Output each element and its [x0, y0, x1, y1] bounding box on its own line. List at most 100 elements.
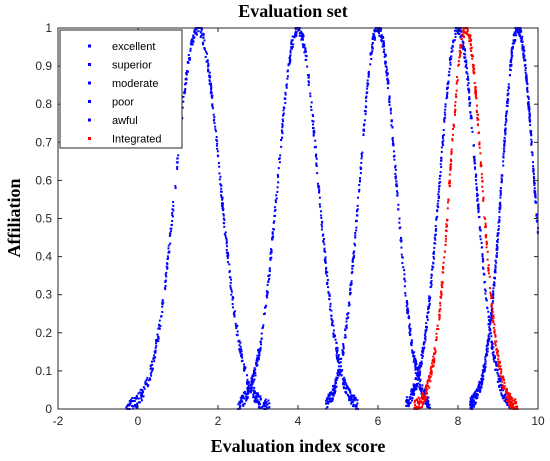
data-point	[522, 52, 525, 55]
data-point	[495, 261, 498, 264]
data-point	[424, 338, 427, 341]
data-point	[301, 33, 304, 36]
data-point	[450, 50, 453, 53]
data-point	[505, 117, 508, 120]
data-point	[326, 281, 329, 284]
data-point	[401, 256, 404, 259]
data-point	[471, 403, 474, 406]
data-point	[436, 210, 439, 213]
data-point	[434, 229, 437, 232]
data-point	[467, 88, 470, 91]
data-point	[328, 294, 331, 297]
data-point	[165, 271, 168, 274]
data-point	[202, 36, 205, 39]
data-point	[341, 369, 344, 372]
data-point	[502, 156, 505, 159]
data-point	[443, 256, 446, 259]
data-point	[271, 237, 274, 240]
data-point	[512, 399, 515, 402]
data-point	[213, 118, 216, 121]
data-point	[413, 393, 416, 396]
data-point	[458, 32, 461, 35]
data-point	[294, 32, 297, 35]
data-point	[468, 37, 471, 40]
data-point	[414, 366, 417, 369]
data-point	[494, 333, 497, 336]
data-point	[257, 357, 260, 360]
data-point	[351, 270, 354, 273]
data-point	[459, 55, 462, 58]
data-point	[499, 375, 502, 378]
data-point	[500, 179, 503, 182]
data-point	[494, 259, 497, 262]
data-point	[262, 324, 265, 327]
data-point	[134, 396, 137, 399]
data-point	[241, 394, 244, 397]
data-point	[338, 373, 341, 376]
data-point	[534, 193, 537, 196]
data-point	[505, 387, 508, 390]
data-point	[153, 360, 156, 363]
data-point	[499, 201, 502, 204]
data-point	[414, 368, 417, 371]
data-point	[149, 367, 152, 370]
data-point	[470, 49, 473, 52]
data-point	[486, 344, 489, 347]
data-point	[192, 40, 195, 43]
data-point	[451, 139, 454, 142]
data-point	[403, 269, 406, 272]
data-point	[247, 387, 250, 390]
data-point	[479, 388, 482, 391]
data-point	[210, 86, 213, 89]
data-point	[247, 384, 250, 387]
data-point	[414, 372, 417, 375]
data-point	[359, 166, 362, 169]
data-point	[488, 327, 491, 330]
data-point	[355, 210, 358, 213]
data-point	[328, 308, 331, 311]
data-point	[458, 29, 461, 32]
data-point	[462, 44, 465, 47]
x-tick-label: 2	[215, 414, 222, 428]
data-point	[479, 165, 482, 168]
data-point	[439, 181, 442, 184]
data-point	[311, 119, 314, 122]
data-point	[293, 34, 296, 37]
data-point	[431, 365, 434, 368]
data-point	[370, 52, 373, 55]
data-point	[279, 154, 282, 157]
data-point	[442, 129, 445, 132]
data-point	[200, 27, 203, 30]
data-point	[446, 201, 449, 204]
data-point	[506, 396, 509, 399]
data-point	[531, 161, 534, 164]
data-point	[484, 289, 487, 292]
data-point	[356, 399, 359, 402]
data-point	[491, 307, 494, 310]
data-point	[476, 189, 479, 192]
data-point	[339, 368, 342, 371]
data-point	[482, 198, 485, 201]
data-point	[509, 403, 512, 406]
data-point	[418, 372, 421, 375]
data-point	[165, 262, 168, 265]
data-point	[262, 313, 265, 316]
data-point	[341, 383, 344, 386]
data-point	[426, 388, 429, 391]
data-point	[429, 367, 432, 370]
data-point	[467, 77, 470, 80]
y-axis: 00.10.20.30.40.50.60.70.80.91	[35, 21, 538, 416]
data-point	[487, 272, 490, 275]
data-point	[343, 380, 346, 383]
data-point	[414, 377, 417, 380]
data-point	[281, 118, 284, 121]
data-point	[455, 89, 458, 92]
legend-marker	[88, 118, 91, 122]
data-point	[152, 357, 155, 360]
data-point	[252, 389, 255, 392]
data-point	[413, 357, 416, 360]
data-point	[449, 169, 452, 172]
data-point	[425, 329, 428, 332]
data-point	[223, 233, 226, 236]
data-point	[340, 357, 343, 360]
